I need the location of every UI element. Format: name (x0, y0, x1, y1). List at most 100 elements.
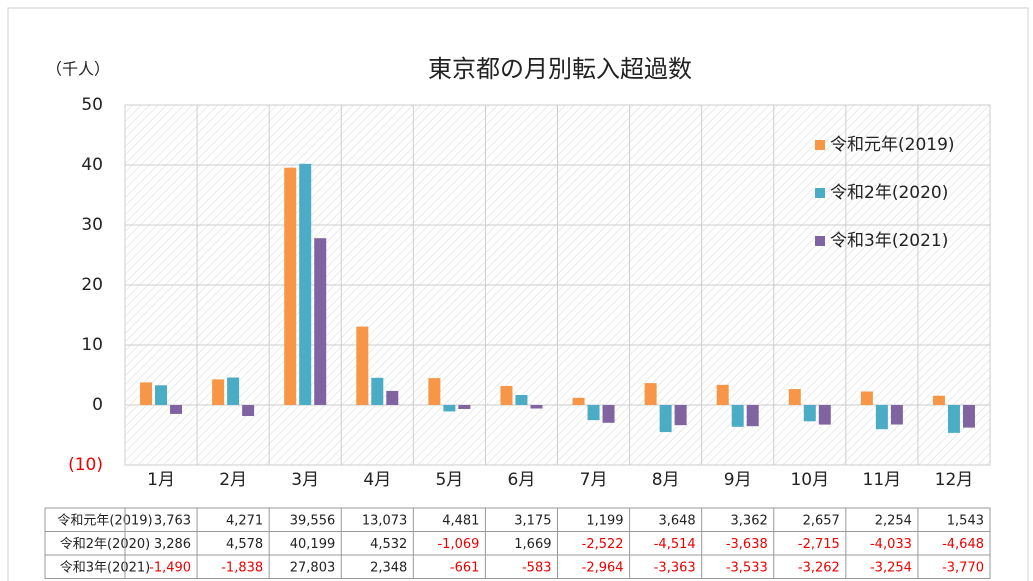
bar (962, 405, 975, 428)
bar (155, 385, 168, 405)
bar (170, 405, 183, 414)
x-tick-label: 4月 (363, 470, 391, 490)
x-tick-label: 11月 (863, 470, 902, 490)
x-tick-label: 8月 (652, 470, 680, 490)
bar (299, 163, 312, 405)
y-tick-label: 20 (81, 275, 103, 295)
bar (746, 405, 759, 427)
bar (356, 326, 369, 405)
table-cell: 1,669 (514, 537, 551, 552)
table-cell: -2,964 (582, 560, 624, 575)
bar (602, 405, 615, 423)
legend-label: 令和2年(2020) (830, 183, 948, 203)
legend-label: 令和元年(2019) (830, 135, 955, 155)
y-tick-label: 30 (81, 215, 103, 235)
table-cell: -4,033 (870, 537, 912, 552)
bar (674, 405, 687, 426)
chart-title: 東京都の月別転入超過数 (428, 55, 692, 83)
table-cell: 3,648 (658, 513, 695, 528)
bar (818, 405, 831, 425)
x-tick-label: 3月 (291, 470, 319, 490)
table-cell: -3,363 (654, 560, 696, 575)
bar (644, 383, 657, 405)
x-tick-label: 6月 (508, 470, 536, 490)
table-cell: -2,522 (582, 537, 624, 552)
bar (371, 377, 384, 405)
bar (731, 405, 744, 427)
table-cell: -1,838 (221, 560, 263, 575)
table-cell: 27,803 (290, 560, 336, 575)
x-tick-label: 1月 (147, 470, 175, 490)
table-cell: -1,490 (149, 560, 191, 575)
bar (458, 405, 471, 409)
table-cell: 3,175 (514, 513, 551, 528)
x-tick-label: 9月 (724, 470, 752, 490)
table-cell: 13,073 (362, 513, 408, 528)
table-cell: 4,578 (226, 537, 263, 552)
bar (932, 395, 945, 405)
table-cell: -1,069 (437, 537, 479, 552)
table-cell: 3,763 (154, 513, 191, 528)
bar (386, 390, 399, 405)
y-tick-label: 50 (81, 95, 103, 115)
table-row-label: 令和元年(2019) (57, 513, 152, 528)
table-cell: 39,556 (290, 513, 336, 528)
bar (875, 405, 888, 430)
y-tick-label: 40 (81, 155, 103, 175)
bar (788, 389, 801, 405)
y-tick-label: 0 (92, 395, 103, 415)
bar (515, 394, 528, 405)
table-cell: 2,348 (370, 560, 407, 575)
bar (947, 405, 960, 433)
legend-swatch (815, 188, 825, 198)
table-cell: 2,657 (803, 513, 840, 528)
table-cell: -3,254 (870, 560, 912, 575)
table-cell: 4,532 (370, 537, 407, 552)
bar (530, 405, 543, 409)
table-cell: 1,199 (586, 513, 623, 528)
table-cell: 3,286 (154, 537, 191, 552)
bar (140, 382, 153, 405)
table-cell: -4,514 (654, 537, 696, 552)
bar (659, 405, 672, 433)
bar (890, 405, 903, 425)
table-cell: 1,543 (947, 513, 984, 528)
bar (443, 405, 456, 412)
table-cell: 40,199 (290, 537, 336, 552)
bar (242, 405, 255, 417)
bar (212, 379, 225, 405)
bar (227, 377, 240, 405)
table-row-label: 令和2年(2020) (60, 537, 151, 552)
table-cell: 4,271 (226, 513, 263, 528)
bar (803, 405, 816, 422)
bar (716, 384, 729, 405)
table-cell: -583 (522, 560, 552, 575)
legend-swatch (815, 140, 825, 150)
bar (314, 238, 327, 405)
legend-swatch (815, 236, 825, 246)
table-row-label: 令和3年(2021) (60, 560, 151, 575)
bar (572, 397, 585, 405)
table-cell: 3,362 (731, 513, 768, 528)
x-tick-label: 10月 (790, 470, 829, 490)
x-tick-label: 12月 (935, 470, 974, 490)
table-cell: -3,262 (798, 560, 840, 575)
x-tick-label: 5月 (435, 470, 463, 490)
bar (500, 385, 513, 405)
bar (428, 378, 441, 405)
y-tick-label: 10 (81, 335, 103, 355)
table-cell: -661 (450, 560, 480, 575)
table-cell: 2,254 (875, 513, 912, 528)
y-axis-label: （千人） (46, 60, 110, 79)
x-tick-label: 7月 (580, 470, 608, 490)
table-cell: -3,533 (726, 560, 768, 575)
table-cell: -3,638 (726, 537, 768, 552)
x-tick-label: 2月 (219, 470, 247, 490)
bar (284, 167, 297, 405)
table-cell: -2,715 (798, 537, 840, 552)
bar (587, 405, 600, 421)
legend-label: 令和3年(2021) (830, 231, 948, 251)
y-tick-label: (10) (68, 455, 103, 475)
table-cell: -4,648 (942, 537, 984, 552)
